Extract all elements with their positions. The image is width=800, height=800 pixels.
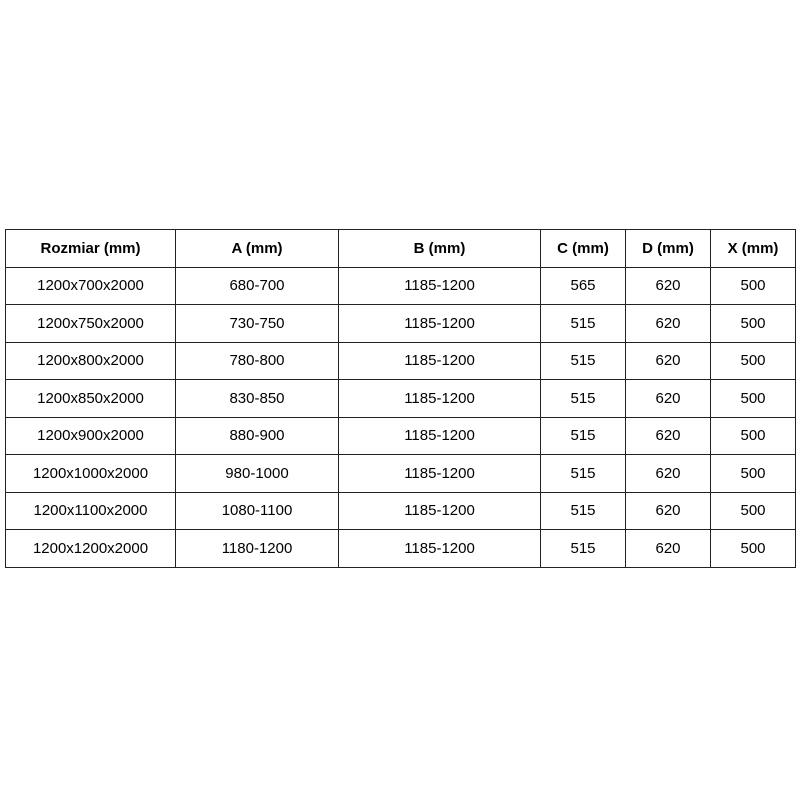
- table-cell: 500: [710, 454, 796, 493]
- table-row: 1200x1000x2000 980-1000 1185-1200 515 620 500: [5, 454, 796, 493]
- column-header: Rozmiar (mm): [5, 229, 176, 268]
- table-cell: 500: [710, 341, 796, 380]
- table-cell: 1185-1200: [338, 454, 541, 493]
- table-cell: 620: [625, 416, 711, 455]
- table-cell: 880-900: [175, 416, 339, 455]
- table-row: 1200x800x2000 780-800 1185-1200 515 620 500: [5, 341, 796, 380]
- table-cell: 515: [540, 491, 626, 530]
- table-cell: 620: [625, 529, 711, 568]
- table-cell: 1185-1200: [338, 379, 541, 418]
- table-cell: 680-700: [175, 266, 339, 305]
- table-cell: 620: [625, 304, 711, 343]
- table-cell: 1185-1200: [338, 341, 541, 380]
- table-cell: 1185-1200: [338, 266, 541, 305]
- column-header: B (mm): [338, 229, 541, 268]
- table-cell: 1185-1200: [338, 529, 541, 568]
- table-cell: 1200x750x2000: [5, 304, 176, 343]
- table-cell: 515: [540, 454, 626, 493]
- column-header: D (mm): [625, 229, 711, 268]
- table-row: 1200x750x2000 730-750 1185-1200 515 620 500: [5, 304, 796, 343]
- table-cell: 1080-1100: [175, 491, 339, 530]
- table-cell: 1200x800x2000: [5, 341, 176, 380]
- column-header: A (mm): [175, 229, 339, 268]
- table-cell: 980-1000: [175, 454, 339, 493]
- table-cell: 1200x850x2000: [5, 379, 176, 418]
- table-row: 1200x700x2000 680-700 1185-1200 565 620 500: [5, 266, 796, 305]
- table-header-row: Rozmiar (mm) A (mm) B (mm) C (mm) D (mm) X (m…: [5, 229, 796, 268]
- table-cell: 1200x1100x2000: [5, 491, 176, 530]
- table-row: 1200x1200x2000 1180-1200 1185-1200 515 620 50…: [5, 529, 796, 568]
- table-cell: 780-800: [175, 341, 339, 380]
- dimensions-table: Rozmiar (mm) A (mm) B (mm) C (mm) D (mm) X (m…: [5, 229, 796, 568]
- table-cell: 500: [710, 416, 796, 455]
- table-cell: 565: [540, 266, 626, 305]
- table-cell: 830-850: [175, 379, 339, 418]
- column-header: C (mm): [540, 229, 626, 268]
- table-cell: 620: [625, 379, 711, 418]
- table-row: 1200x1100x2000 1080-1100 1185-1200 515 620 50…: [5, 491, 796, 530]
- table-cell: 500: [710, 491, 796, 530]
- table-cell: 730-750: [175, 304, 339, 343]
- table-cell: 1180-1200: [175, 529, 339, 568]
- table-cell: 620: [625, 491, 711, 530]
- table-cell: 515: [540, 379, 626, 418]
- table-cell: 620: [625, 341, 711, 380]
- table-cell: 515: [540, 416, 626, 455]
- table-cell: 1200x700x2000: [5, 266, 176, 305]
- table-cell: 1200x900x2000: [5, 416, 176, 455]
- table-row: 1200x850x2000 830-850 1185-1200 515 620 500: [5, 379, 796, 418]
- table-cell: 1200x1200x2000: [5, 529, 176, 568]
- table-cell: 620: [625, 266, 711, 305]
- table-cell: 620: [625, 454, 711, 493]
- table-cell: 515: [540, 529, 626, 568]
- table-cell: 1185-1200: [338, 491, 541, 530]
- table-cell: 500: [710, 304, 796, 343]
- table-cell: 500: [710, 379, 796, 418]
- column-header: X (mm): [710, 229, 796, 268]
- table-cell: 515: [540, 341, 626, 380]
- table-cell: 500: [710, 529, 796, 568]
- table-cell: 1200x1000x2000: [5, 454, 176, 493]
- table-cell: 515: [540, 304, 626, 343]
- table-row: 1200x900x2000 880-900 1185-1200 515 620 500: [5, 416, 796, 455]
- table-cell: 1185-1200: [338, 416, 541, 455]
- table-cell: 1185-1200: [338, 304, 541, 343]
- table-cell: 500: [710, 266, 796, 305]
